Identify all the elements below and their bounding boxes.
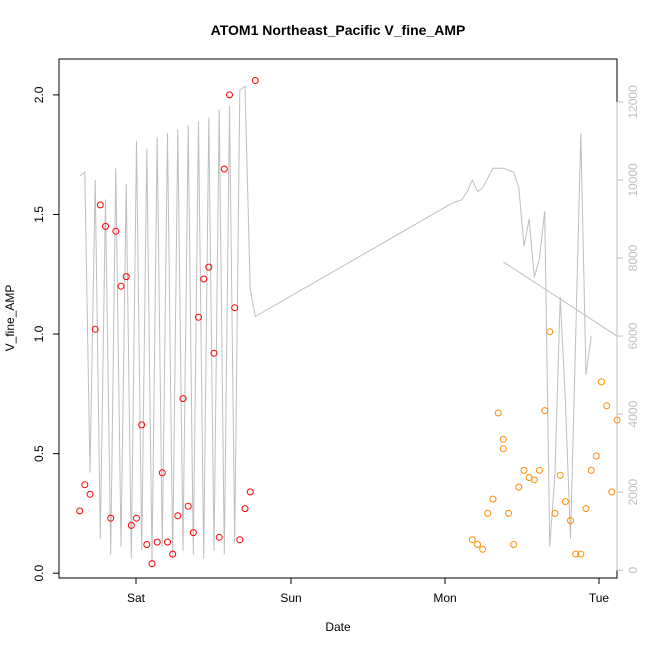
y-tick-label: 2.0 [32, 86, 46, 103]
data-point [231, 304, 239, 312]
data-point [148, 560, 156, 568]
data-point [91, 325, 99, 333]
data-point [133, 514, 140, 522]
data-point [505, 509, 512, 517]
data-point [541, 407, 549, 415]
data-point [551, 509, 559, 517]
data-point [484, 509, 492, 517]
data-point [220, 165, 228, 173]
data-point [608, 488, 616, 496]
data-point [76, 507, 84, 515]
data-point [153, 538, 161, 546]
x-axis: Sat Sun Mon Tue [127, 577, 610, 605]
data-point [102, 222, 109, 230]
y2-tick-label: 10000 [626, 163, 640, 197]
envelope-line-layer [79, 85, 618, 563]
y-tick-label: 1.5 [32, 206, 46, 223]
data-point [169, 550, 177, 558]
data-point [246, 488, 254, 496]
data-point [179, 395, 187, 403]
data-point [582, 505, 590, 513]
data-point [556, 471, 564, 479]
data-point [499, 435, 507, 443]
y-axis-left: 0.0 0.5 1.0 1.5 2.0 [32, 86, 60, 582]
data-point [174, 512, 182, 520]
data-point [226, 91, 233, 99]
data-point [567, 517, 574, 525]
data-point [195, 313, 202, 321]
data-point [530, 476, 538, 484]
data-point [81, 481, 89, 489]
x-tick-label: Mon [433, 591, 456, 605]
data-point [164, 538, 171, 546]
data-point [577, 550, 585, 558]
y-axis-right: 0 2000 4000 6000 8000 10000 12000 [616, 85, 640, 574]
x-tick-label: Tue [589, 591, 610, 605]
y2-tick-label: 2000 [626, 478, 640, 505]
data-point [107, 514, 115, 522]
data-point [546, 328, 554, 336]
y2-tick-label: 8000 [626, 244, 640, 271]
y-tick-label: 0.0 [32, 565, 46, 582]
data-point [236, 536, 244, 544]
data-point [592, 452, 600, 460]
data-point [520, 466, 528, 474]
data-point [200, 275, 208, 283]
data-point [184, 502, 192, 510]
data-point [515, 483, 523, 491]
x-tick-label: Sat [127, 591, 146, 605]
y2-tick-label: 0 [626, 567, 640, 574]
chart-title: ATOM1 Northeast_Pacific V_fine_AMP [211, 22, 466, 38]
data-point [510, 541, 518, 548]
y2-tick-label: 4000 [626, 400, 640, 427]
data-point [474, 541, 481, 548]
data-point [572, 550, 580, 558]
data-point [603, 402, 611, 410]
envelope-line [79, 85, 592, 563]
y-tick-label: 0.5 [32, 445, 46, 462]
data-point [127, 521, 135, 529]
y-tick-label: 1.0 [32, 325, 46, 342]
data-point [598, 378, 605, 386]
x-axis-label: Date [325, 620, 351, 634]
data-point [489, 495, 497, 503]
data-point [587, 466, 595, 474]
data-point [138, 421, 146, 429]
data-point [96, 201, 104, 209]
x-tick-label: Sun [280, 591, 301, 605]
data-point [536, 466, 543, 474]
data-point [561, 498, 569, 505]
data-point [215, 533, 223, 541]
data-point [210, 349, 218, 357]
data-point [241, 505, 249, 513]
y-axis-label: V_fine_AMP [3, 285, 17, 352]
data-point [112, 227, 120, 235]
data-point [86, 490, 94, 498]
y2-tick-label: 12000 [626, 85, 640, 119]
data-point [468, 536, 476, 544]
y2-tick-label: 6000 [626, 322, 640, 349]
points-layer [76, 77, 621, 568]
data-point [143, 541, 151, 548]
data-point [117, 282, 125, 290]
data-point [189, 529, 197, 537]
data-point [158, 469, 166, 477]
data-point [479, 545, 487, 553]
data-point [494, 409, 502, 417]
envelope-line-tail [503, 261, 618, 337]
data-point [205, 263, 213, 271]
data-point [499, 445, 507, 453]
data-point [251, 77, 259, 84]
data-point [122, 273, 130, 281]
